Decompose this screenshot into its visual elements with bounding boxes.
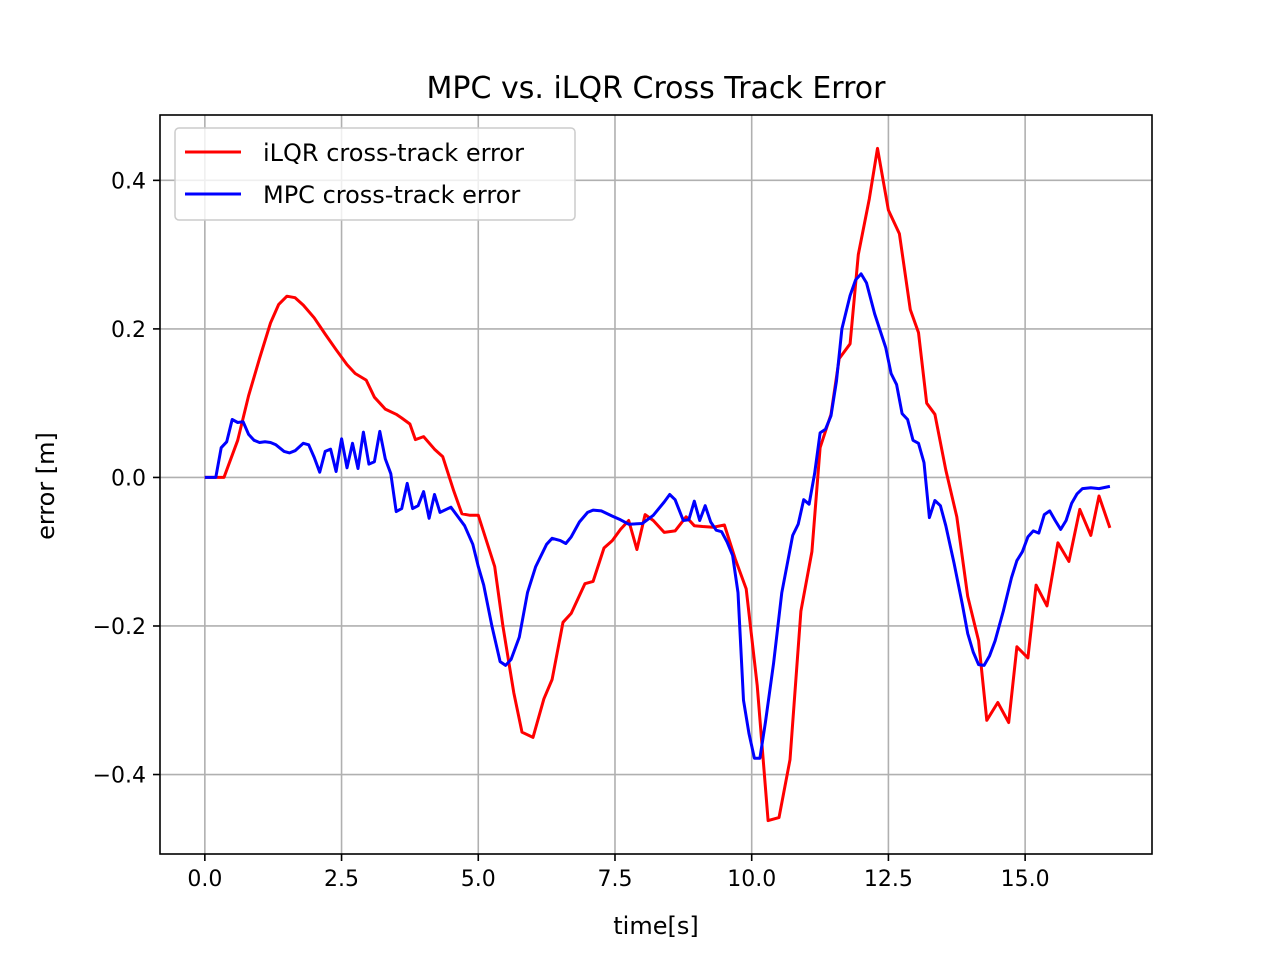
axes-frame (159, 114, 1153, 855)
y-tick-label: −0.2 (93, 615, 146, 640)
x-tick-label: 0.0 (187, 867, 222, 892)
legend-box (174, 127, 576, 221)
ticks: 0.0 2.5 5.0 7.5 10.0 12.5 15.0 −0.4 −0.2 0.0 0.2 0.… (93, 169, 1050, 892)
series-line-mpc (204, 272, 1111, 760)
legend: iLQR cross-track error MPC cross-track e… (174, 127, 576, 221)
x-tick-label: 2.5 (324, 867, 359, 892)
series-layer (204, 146, 1112, 823)
y-tick-label: −0.4 (93, 764, 146, 789)
x-tick-label: 7.5 (597, 867, 632, 892)
x-tick-label: 5.0 (461, 867, 496, 892)
x-tick-label: 15.0 (1001, 867, 1050, 892)
y-tick-label: 0.4 (111, 169, 146, 194)
x-axis-label: time[s] (613, 912, 698, 940)
y-tick-label: 0.2 (111, 318, 146, 343)
chart-title: MPC vs. iLQR Cross Track Error (427, 71, 887, 106)
legend-label-ilqr: iLQR cross-track error (263, 139, 524, 167)
y-tick-label: 0.0 (111, 466, 146, 491)
x-tick-label: 12.5 (864, 867, 913, 892)
grid (160, 115, 1152, 854)
series-line-ilqr (204, 146, 1112, 823)
legend-label-mpc: MPC cross-track error (263, 181, 520, 209)
y-axis-label: error [m] (32, 432, 60, 540)
x-tick-label: 10.0 (727, 867, 776, 892)
